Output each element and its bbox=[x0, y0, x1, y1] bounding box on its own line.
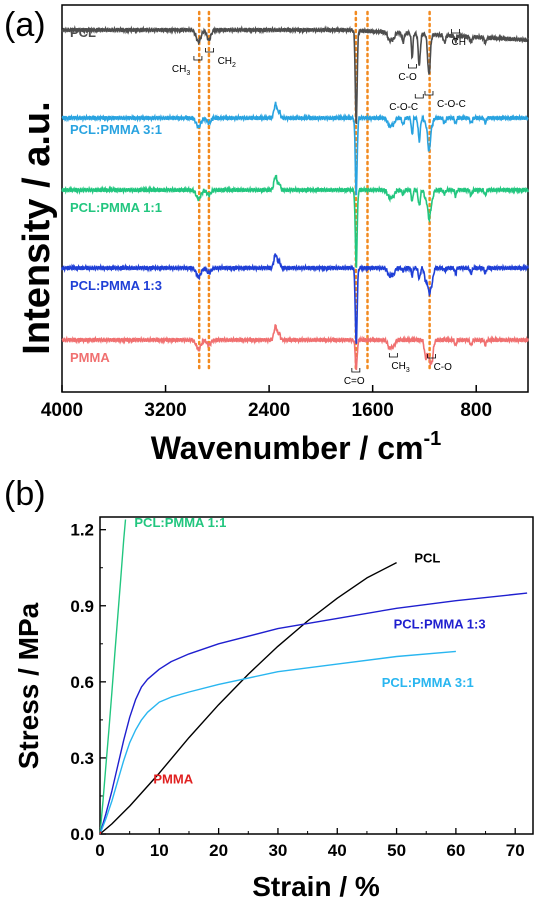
panel-a-x-tick-label: 3200 bbox=[144, 400, 186, 421]
panel-a-peak-annotation-text: C-O bbox=[434, 362, 453, 373]
panel-b-curve bbox=[99, 519, 127, 835]
panel-a-peak-bracket bbox=[424, 91, 434, 96]
panel-a-peak-bracket bbox=[205, 48, 214, 53]
panel-b-series-label: PCL:PMMA 1:1 bbox=[134, 515, 226, 530]
panel-a-label: (a) bbox=[4, 6, 46, 44]
panel-a-peak-annotation: CH2 bbox=[218, 56, 236, 69]
panel-a-x-tick-label: 800 bbox=[460, 400, 492, 421]
panel-a-peak-annotation-text: CH bbox=[391, 361, 405, 372]
panel-a-xlabel-text: Wavenumber / cm bbox=[151, 430, 424, 466]
panel-a-x-tick-label: 1600 bbox=[352, 400, 394, 421]
panel-a-spectrum-line bbox=[61, 324, 529, 371]
panel-a-peak-bracket bbox=[451, 29, 460, 34]
panel-a-x-ticks: 4000 3200 2400 1600 800 bbox=[41, 385, 492, 421]
panel-a-series-label: PCL:PMMA 1:1 bbox=[70, 200, 162, 215]
panel-b-x-tick-label: 10 bbox=[150, 841, 169, 860]
panel-b-y-tick-label: 0.3 bbox=[70, 749, 94, 768]
panel-a-peak-annotation-text: C=O bbox=[344, 376, 365, 387]
panel-a-peak-bracket bbox=[408, 64, 417, 69]
panel-b-x-tick-label: 60 bbox=[446, 841, 465, 860]
panel-a-peak-bracket bbox=[193, 56, 203, 61]
panel-b-x-tick-label: 20 bbox=[209, 841, 228, 860]
panel-a-xlabel-superscript: -1 bbox=[423, 428, 441, 450]
panel-b-x-tick-label: 40 bbox=[328, 841, 347, 860]
panel-a-plot-frame bbox=[61, 4, 529, 393]
panel-a-series-label: PCL:PMMA 1:3 bbox=[70, 278, 162, 293]
panel-a-xlabel: Wavenumber / cm-1 bbox=[151, 428, 441, 466]
panel-b-ylabel: Stress / MPa bbox=[13, 602, 44, 769]
panel-a-peak-annotation: CH3 bbox=[172, 64, 190, 77]
panel-a-peak-annotation: CH3 bbox=[391, 361, 409, 374]
panel-a-x-tick-label: 4000 bbox=[41, 400, 83, 421]
panel-b-series-labels: PCL:PMMA 1:1 PCL PCL:PMMA 1:3 PCL:PMMA 3:1 P… bbox=[134, 515, 485, 786]
panel-a-peak-annotation-subscript: 3 bbox=[186, 70, 190, 77]
panel-a-series-labels: PCL PCL:PMMA 3:1 PCL:PMMA 1:1 PCL:PMMA 1:3 P… bbox=[70, 25, 162, 365]
panel-a-peak-annotation: C-O bbox=[434, 362, 453, 373]
panel-a-ylabel: Intensity / a.u. bbox=[16, 101, 58, 354]
panel-a-peak-annotation: C-O bbox=[398, 72, 417, 83]
panel-b-xlabel: Strain / % bbox=[252, 871, 380, 902]
panel-a-peak-annotation: C=O bbox=[344, 376, 365, 387]
panel-a-spectrum-line bbox=[61, 25, 529, 125]
panel-b-curve bbox=[99, 650, 456, 835]
panel-b-plot-frame bbox=[99, 516, 534, 835]
panel-a-peak-annotation: CH bbox=[452, 37, 466, 48]
panel-a-peak-annotation: C-O-C bbox=[437, 99, 466, 110]
panel-b-ticks: 0 10 20 30 40 50 60 70 0.0 0.3 0.6 0.9 1.2 bbox=[70, 521, 524, 860]
panel-a-peak-annotation-text: CH bbox=[172, 64, 186, 75]
panel-b-x-tick-label: 70 bbox=[506, 841, 525, 860]
panel-a-peak-bracket bbox=[414, 94, 424, 99]
panel-a-spectrum-line bbox=[61, 174, 529, 268]
panel-b-y-tick-label: 0.0 bbox=[70, 825, 94, 844]
panel-b-curve bbox=[99, 561, 397, 835]
panel-b-label: (b) bbox=[4, 475, 46, 513]
panel-a-peak-annotation-text: C-O bbox=[398, 72, 417, 83]
panel-b-y-tick-label: 0.6 bbox=[70, 673, 94, 692]
panel-b-curve bbox=[99, 831, 102, 835]
panel-a-series-label: PCL bbox=[70, 25, 96, 40]
panel-a-series-label: PMMA bbox=[70, 350, 110, 365]
panel-b-series-label: PCL:PMMA 1:3 bbox=[394, 617, 486, 632]
panel-a-spectrum-line bbox=[61, 253, 529, 345]
panel-a-series-label: PCL:PMMA 3:1 bbox=[70, 122, 162, 137]
panel-b-x-tick-label: 50 bbox=[387, 841, 406, 860]
panel-a-ylabel-group: Intensity / a.u. bbox=[16, 101, 58, 354]
panel-a-peak-annotation-text: C-O-C bbox=[437, 99, 466, 110]
panel-a-peak-annotation-subscript: 3 bbox=[406, 367, 410, 374]
panel-a-peak-bracket bbox=[388, 353, 398, 358]
panel-a-peak-annotation-subscript: 2 bbox=[232, 62, 236, 69]
panel-a-peak-bracket bbox=[351, 368, 361, 373]
panel-b-curve bbox=[99, 592, 528, 835]
panel-b-series-label: PCL bbox=[414, 551, 440, 566]
panel-a-peak-annotation: C-O-C bbox=[389, 102, 418, 113]
panel-a-peak-bracket bbox=[427, 354, 436, 359]
panel-b-x-tick-label: 0 bbox=[95, 841, 104, 860]
panel-b-y-tick-label: 0.9 bbox=[70, 597, 94, 616]
panel-b-series-label: PCL:PMMA 3:1 bbox=[382, 675, 474, 690]
panel-b-y-tick-label: 1.2 bbox=[70, 521, 94, 540]
panel-a-spectrum-line bbox=[61, 101, 529, 196]
panel-b-series-label: PMMA bbox=[153, 771, 193, 786]
panel-a-peak-annotation-text: CH bbox=[452, 37, 466, 48]
panel-a-peak-annotation-text: CH bbox=[218, 56, 232, 67]
panel-b: (b) Stress / MPa 0 10 20 30 40 50 60 70 0.0 0.3 0.… bbox=[4, 475, 534, 902]
panel-a-spectra bbox=[61, 25, 529, 371]
panel-a-x-tick-label: 2400 bbox=[248, 400, 290, 421]
panel-b-x-tick-label: 30 bbox=[268, 841, 287, 860]
panel-b-curves bbox=[99, 519, 528, 835]
panel-a-peak-annotation-text: C-O-C bbox=[389, 102, 418, 113]
